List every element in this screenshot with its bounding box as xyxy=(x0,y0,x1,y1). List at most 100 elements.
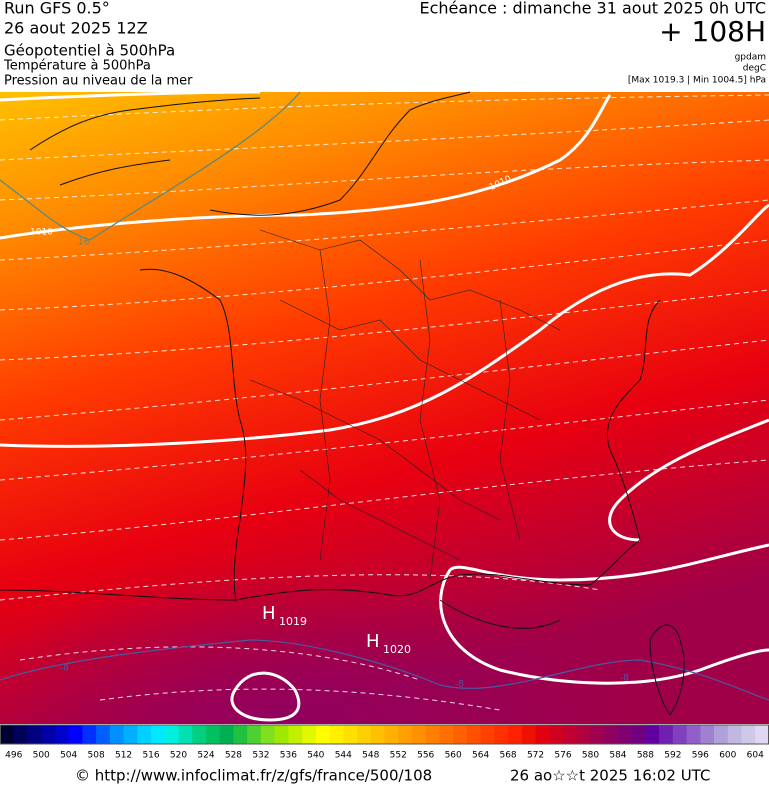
colorbar-tick-label: 516 xyxy=(142,751,159,761)
colorbar-tick-label: 556 xyxy=(417,751,434,761)
colorbar-swatch xyxy=(41,725,56,744)
colorbar-swatch xyxy=(645,725,660,744)
high-pressure-marker: H xyxy=(262,603,276,624)
echeance: Echéance : dimanche 31 aout 2025 0h UTC xyxy=(419,0,766,18)
colorbar-tick-label: 580 xyxy=(582,751,599,761)
colorbar-tick-label: 560 xyxy=(445,751,462,761)
colorbar-tick-label: 552 xyxy=(390,751,407,761)
forecast-offset: + 108H xyxy=(659,15,766,48)
colorbar-swatch xyxy=(714,725,729,744)
colorbar-swatch xyxy=(508,725,523,744)
temperature-isolines xyxy=(0,94,769,711)
colorbar-tick-label: 572 xyxy=(527,751,544,761)
colorbar-tick-label: 592 xyxy=(664,751,681,761)
pressure-value: 1019 xyxy=(279,615,307,628)
borders xyxy=(249,229,561,581)
colorbar-swatch xyxy=(343,725,358,744)
colorbar-swatch xyxy=(27,725,42,744)
contour-label: -8 xyxy=(60,664,69,674)
isobar-label: 1010 xyxy=(30,228,53,238)
field-label: Géopotentiel à 500hPa xyxy=(4,42,175,60)
unit-label: degC xyxy=(743,64,766,74)
colorbar-swatch xyxy=(109,725,125,744)
colorbar-swatch xyxy=(123,725,138,744)
colorbar-swatch xyxy=(164,725,180,744)
colorbar-swatch xyxy=(549,725,564,744)
colorbar-tick-label: 604 xyxy=(747,751,764,761)
colorbar-swatch xyxy=(247,725,262,744)
colorbar-swatch xyxy=(68,725,83,744)
colorbar-tick-label: 512 xyxy=(115,751,132,761)
colorbar-swatch xyxy=(576,725,591,744)
colorbar-swatch xyxy=(219,725,234,744)
colorbar-tick-label: 568 xyxy=(499,751,516,761)
colorbar-swatch xyxy=(205,725,221,744)
colorbar-swatch xyxy=(302,725,317,744)
colorbar-swatch xyxy=(700,725,715,744)
colorbar-swatch xyxy=(192,725,207,744)
colorbar-swatch xyxy=(521,725,537,744)
pressure-range: [Max 1019.3 | Min 1004.5] hPa xyxy=(628,76,766,86)
colorbar-tick-label: 508 xyxy=(88,751,105,761)
colorbar-swatch xyxy=(178,725,193,744)
high-pressure-marker: H xyxy=(366,631,380,652)
colorbar-swatch xyxy=(54,725,70,744)
colorbar-swatch xyxy=(0,725,15,744)
map: H 1019 H 1020 1010 1010 16 -8 -8 -8 xyxy=(0,90,769,724)
temperature-contour xyxy=(0,91,301,241)
contour-label: -8 xyxy=(620,674,629,684)
unit-label: gpdam xyxy=(735,53,766,63)
temperature-contour xyxy=(0,639,769,701)
colorbar-swatch xyxy=(329,725,344,744)
colorbar-swatch xyxy=(617,725,633,744)
colorbar-tick-label: 596 xyxy=(692,751,709,761)
colorbar-swatch xyxy=(315,725,331,744)
colorbar-swatch xyxy=(466,725,482,744)
colorbar: 496 500 504 508 512 516 520 524 528 532 536 540 544 5… xyxy=(0,724,769,761)
map-field-cold xyxy=(0,380,769,724)
isobar xyxy=(0,203,769,448)
colorbar-swatch xyxy=(288,725,303,744)
footer: © http://www.infoclimat.fr/z/gfs/france/… xyxy=(75,767,710,785)
colorbar-swatch xyxy=(480,725,495,744)
colorbar-swatch xyxy=(686,725,701,744)
colorbar-swatch xyxy=(453,725,468,744)
colorbar-swatch xyxy=(425,725,440,744)
isobar xyxy=(0,94,612,240)
header: Run GFS 0.5° 26 aout 2025 12Z Géopotenti… xyxy=(3,0,766,89)
colorbar-swatch xyxy=(357,725,372,744)
isobar xyxy=(230,671,301,722)
colorbar-tick-label: 584 xyxy=(609,751,626,761)
colorbar-swatch xyxy=(535,725,550,744)
pressure-value: 1020 xyxy=(383,643,411,656)
colorbar-swatch xyxy=(411,725,427,744)
colorbar-tick-label: 524 xyxy=(197,751,214,761)
colorbar-tick-label: 600 xyxy=(719,751,736,761)
colorbar-swatch xyxy=(370,725,385,744)
colorbar-swatch xyxy=(260,725,276,744)
colorbar-swatch xyxy=(137,725,152,744)
colorbar-swatch xyxy=(590,725,605,744)
colorbar-swatch xyxy=(494,725,509,744)
colorbar-tick-label: 540 xyxy=(307,751,324,761)
colorbar-swatch xyxy=(13,725,28,744)
colorbar-tick-label: 576 xyxy=(554,751,571,761)
colorbar-tick-label: 588 xyxy=(637,751,654,761)
colorbar-swatch xyxy=(398,725,413,744)
colorbar-swatch xyxy=(96,725,111,744)
contour-label: 16 xyxy=(78,238,90,248)
colorbar-tick-label: 536 xyxy=(280,751,297,761)
generated-time: 26 ao☆☆t 2025 16:02 UTC xyxy=(510,767,710,785)
colorbar-swatch xyxy=(151,725,166,744)
source-url: © http://www.infoclimat.fr/z/gfs/france/… xyxy=(75,767,432,785)
colorbar-tick-label: 500 xyxy=(33,751,50,761)
colorbar-swatch xyxy=(741,725,756,744)
colorbar-swatch xyxy=(563,725,578,744)
isobar xyxy=(608,418,769,542)
colorbar-tick-label: 496 xyxy=(5,751,22,761)
colorbar-swatch xyxy=(672,725,688,744)
colorbar-tick-label: 532 xyxy=(252,751,269,761)
colorbar-swatch xyxy=(604,725,619,744)
colorbar-swatch xyxy=(233,725,248,744)
